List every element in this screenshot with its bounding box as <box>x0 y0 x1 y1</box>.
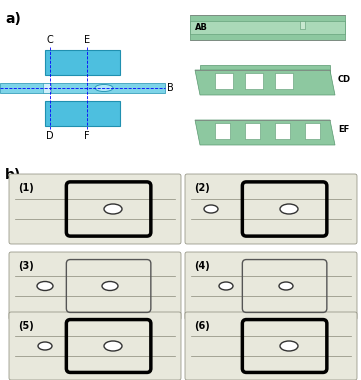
Bar <box>275 73 293 89</box>
Bar <box>305 123 320 139</box>
Ellipse shape <box>219 282 233 290</box>
Ellipse shape <box>280 204 298 214</box>
Text: (2): (2) <box>194 183 210 193</box>
Bar <box>44 101 119 126</box>
Bar <box>200 65 330 93</box>
FancyBboxPatch shape <box>185 252 357 320</box>
Bar <box>245 73 263 89</box>
Text: (6): (6) <box>194 321 210 331</box>
Text: b): b) <box>5 168 21 182</box>
FancyBboxPatch shape <box>185 312 357 380</box>
Bar <box>275 123 290 139</box>
Bar <box>215 73 233 89</box>
Text: (4): (4) <box>194 261 210 271</box>
Ellipse shape <box>279 282 293 290</box>
Text: (3): (3) <box>18 261 34 271</box>
Bar <box>190 15 345 40</box>
Ellipse shape <box>104 341 122 351</box>
Text: a): a) <box>5 12 21 26</box>
Bar <box>300 21 305 29</box>
Text: CD: CD <box>338 76 351 84</box>
Ellipse shape <box>104 204 122 214</box>
Text: D: D <box>46 131 53 141</box>
Ellipse shape <box>38 342 52 350</box>
Text: F: F <box>84 131 90 141</box>
Ellipse shape <box>95 84 113 92</box>
Bar <box>190 21 345 34</box>
Ellipse shape <box>204 205 218 213</box>
Bar <box>44 50 119 75</box>
Ellipse shape <box>37 282 53 290</box>
Ellipse shape <box>102 282 118 290</box>
Bar <box>0 83 165 93</box>
Text: B: B <box>166 83 173 93</box>
FancyBboxPatch shape <box>9 312 181 380</box>
Bar <box>245 123 260 139</box>
Polygon shape <box>195 70 335 95</box>
Text: EF: EF <box>338 125 349 135</box>
Polygon shape <box>195 120 335 145</box>
Text: AB: AB <box>195 24 208 33</box>
FancyBboxPatch shape <box>185 174 357 244</box>
Text: (5): (5) <box>18 321 34 331</box>
Bar <box>43 83 51 93</box>
Bar <box>215 123 230 139</box>
Text: (1): (1) <box>18 183 34 193</box>
FancyBboxPatch shape <box>9 174 181 244</box>
Text: E: E <box>84 35 90 45</box>
FancyBboxPatch shape <box>9 252 181 320</box>
Text: C: C <box>46 35 53 45</box>
Ellipse shape <box>280 341 298 351</box>
